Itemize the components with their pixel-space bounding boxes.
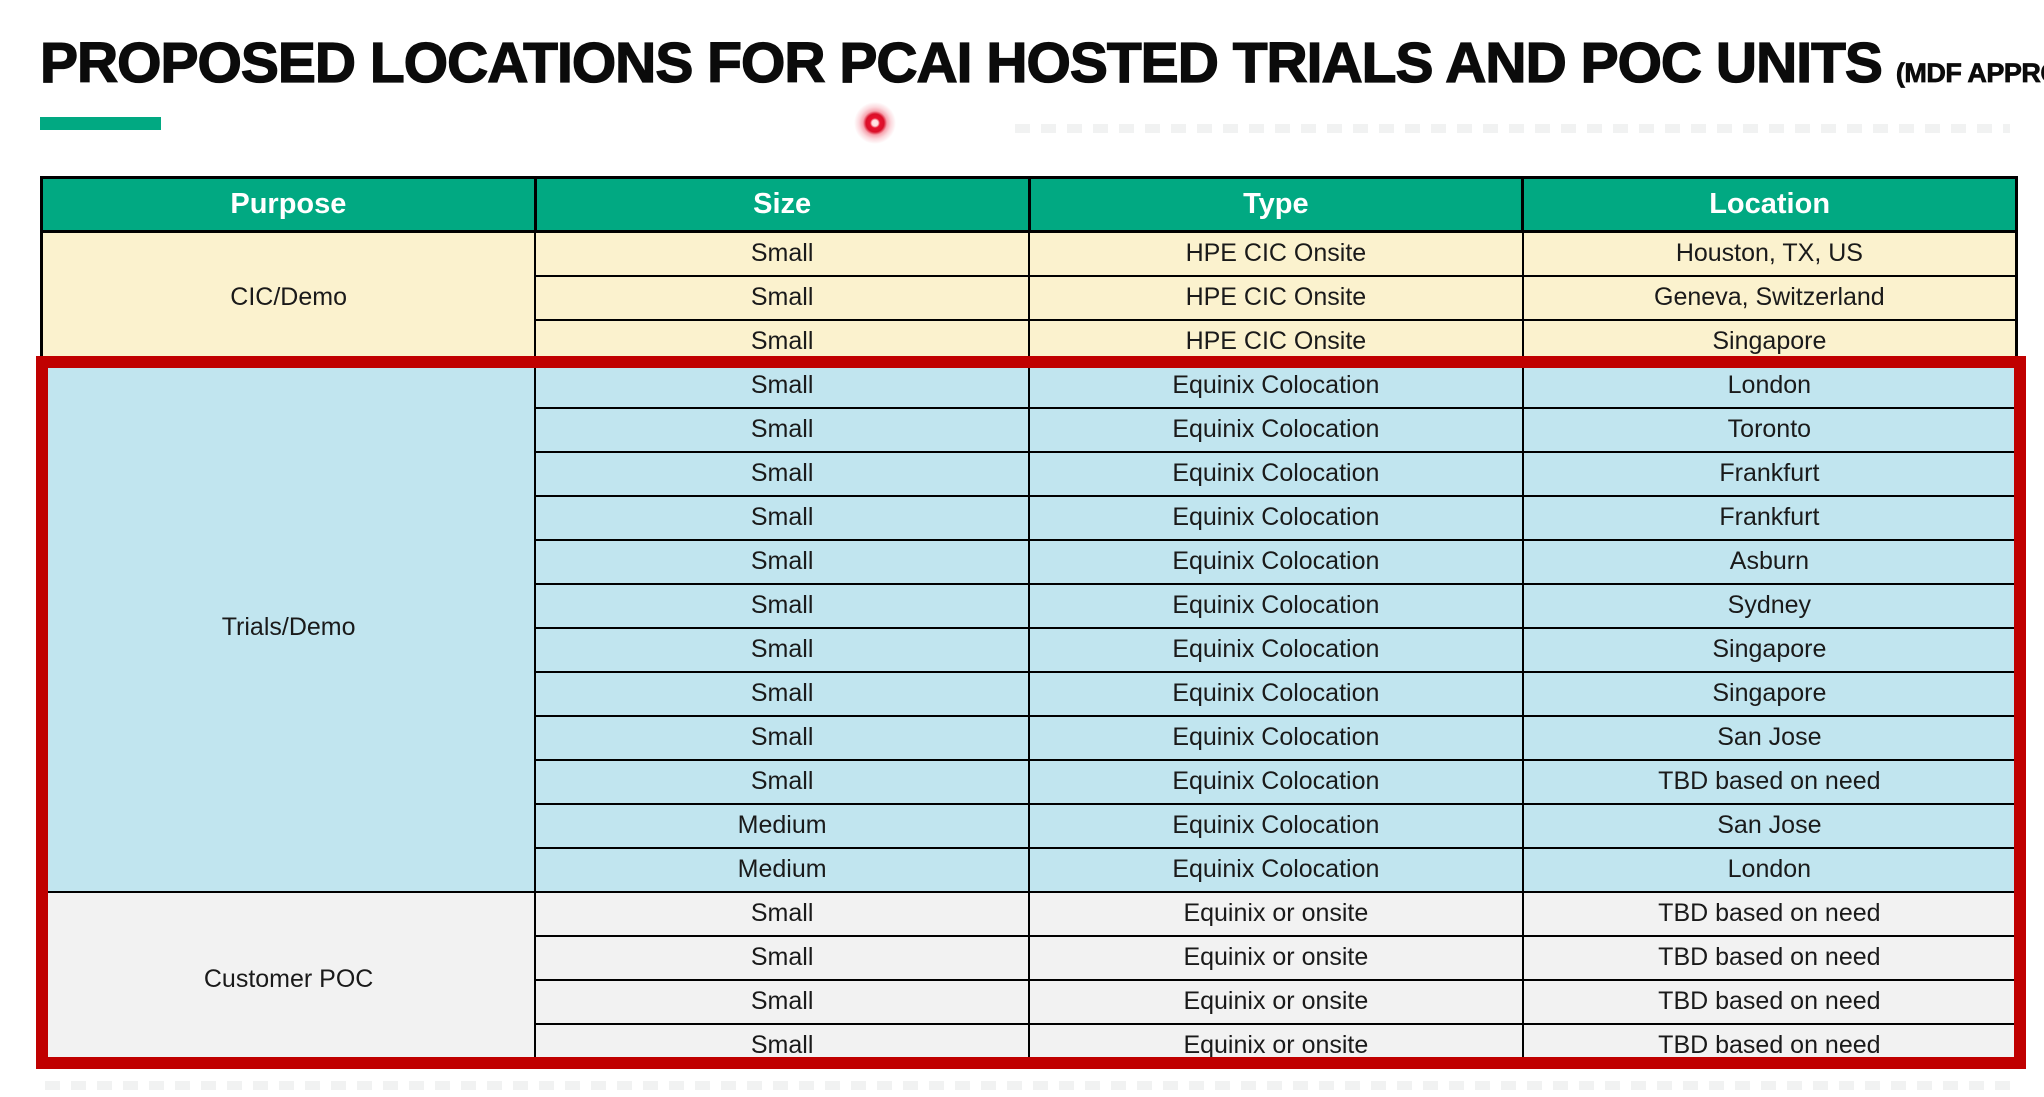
location-cell: Singapore (1521, 318, 2018, 365)
type-cell: Equinix Colocation (1028, 362, 1524, 409)
table-row: Small Equinix or onsite TBD based on need (42, 978, 2018, 1025)
type-cell: Equinix Colocation (1028, 406, 1524, 453)
page-title: PROPOSED LOCATIONS FOR PCAI HOSTED TRIAL… (39, 31, 1883, 95)
location-cell: TBD based on need (1521, 978, 2018, 1025)
location-cell: Houston, TX, US (1521, 230, 2018, 277)
location-cell: TBD based on need (1521, 758, 2018, 805)
type-cell: Equinix Colocation (1028, 758, 1524, 805)
size-cell: Medium (534, 802, 1030, 849)
size-cell: Small (534, 494, 1030, 541)
table-row: CIC/Demo Small HPE CIC Onsite Houston, TX, … (40, 230, 2018, 365)
table-row: Small Equinix Colocation Asburn (42, 538, 2018, 585)
column-header-type: Type (1027, 176, 1525, 233)
purpose-cell-customer-poc: Customer POC (40, 890, 537, 1069)
table-row: Medium Equinix Colocation San Jose (42, 802, 2018, 849)
location-cell: London (1521, 846, 2018, 893)
size-cell: Small (534, 230, 1030, 277)
table-row: Trials/Demo Small Equinix Colocation London (40, 362, 2018, 893)
column-header-size: Size (533, 176, 1031, 233)
column-header-purpose: Purpose (40, 176, 537, 233)
title-accent-bar (40, 117, 161, 130)
size-cell: Small (534, 318, 1030, 365)
table-row: Small Equinix or onsite TBD based on need (42, 934, 2018, 981)
table-row: Small Equinix Colocation Singapore (42, 626, 2018, 673)
size-cell: Small (534, 978, 1030, 1025)
column-header-location: Location (1521, 176, 2018, 233)
table-row: Small Equinix Colocation Singapore (42, 670, 2018, 717)
purpose-cell-trials-demo: Trials/Demo (40, 362, 537, 893)
type-cell: Equinix Colocation (1028, 494, 1524, 541)
size-cell: Small (534, 450, 1030, 497)
location-cell: Singapore (1521, 626, 2018, 673)
size-cell: Small (534, 362, 1030, 409)
type-cell: Equinix Colocation (1028, 714, 1524, 761)
location-cell: San Jose (1521, 802, 2018, 849)
slide-title: PROPOSED LOCATIONS FOR PCAI HOSTED TRIAL… (39, 31, 2044, 95)
size-cell: Small (534, 406, 1030, 453)
size-cell: Small (534, 582, 1030, 629)
table-row: Customer POC Small Equinix or onsite TBD ba… (40, 890, 2018, 1069)
size-cell: Small (534, 934, 1030, 981)
size-cell: Small (534, 626, 1030, 673)
page-title-suffix: (MDF APPROVED) (1895, 58, 2044, 89)
table-row: Small Equinix Colocation San Jose (42, 714, 2018, 761)
size-cell: Small (534, 1022, 1030, 1069)
type-cell: Equinix Colocation (1028, 626, 1524, 673)
location-cell: TBD based on need (1521, 890, 2018, 937)
type-cell: Equinix or onsite (1028, 934, 1524, 981)
type-cell: Equinix Colocation (1028, 802, 1524, 849)
size-cell: Small (534, 890, 1030, 937)
location-cell: San Jose (1521, 714, 2018, 761)
type-cell: Equinix Colocation (1028, 670, 1524, 717)
size-cell: Small (534, 714, 1030, 761)
table-row: Small Equinix Colocation Frankfurt (42, 494, 2018, 541)
table-header: Purpose Size Type Location (40, 176, 2018, 233)
location-cell: Toronto (1521, 406, 2018, 453)
type-cell: HPE CIC Onsite (1028, 230, 1524, 277)
ghost-text-artifact-bottom (45, 1081, 2013, 1090)
table-row: Small Equinix Colocation Toronto (42, 406, 2018, 453)
type-cell: Equinix Colocation (1028, 450, 1524, 497)
type-cell: Equinix or onsite (1028, 1022, 1524, 1069)
location-cell: TBD based on need (1521, 1022, 2018, 1069)
purpose-cell-cic-demo: CIC/Demo (40, 230, 537, 365)
table-row: Small HPE CIC Onsite Geneva, Switzerland (42, 274, 2018, 321)
location-cell: Sydney (1521, 582, 2018, 629)
location-cell: Geneva, Switzerland (1521, 274, 2018, 321)
size-cell: Small (534, 670, 1030, 717)
location-cell: Asburn (1521, 538, 2018, 585)
header-row: Purpose Size Type Location (40, 176, 2018, 233)
type-cell: HPE CIC Onsite (1028, 274, 1524, 321)
table-row: Medium Equinix Colocation London (42, 846, 2018, 893)
type-cell: Equinix Colocation (1028, 538, 1524, 585)
type-cell: Equinix or onsite (1028, 978, 1524, 1025)
size-cell: Small (534, 274, 1030, 321)
ghost-text-artifact-top (1015, 124, 2010, 133)
location-cell: London (1521, 362, 2018, 409)
type-cell: Equinix or onsite (1028, 890, 1524, 937)
type-cell: Equinix Colocation (1028, 846, 1524, 893)
type-cell: HPE CIC Onsite (1028, 318, 1524, 365)
location-cell: TBD based on need (1521, 934, 2018, 981)
table-row: Small Equinix Colocation Frankfurt (42, 450, 2018, 497)
table-body: CIC/Demo Small HPE CIC Onsite Houston, TX, … (40, 230, 2018, 1069)
location-cell: Frankfurt (1521, 450, 2018, 497)
size-cell: Small (534, 538, 1030, 585)
size-cell: Medium (534, 846, 1030, 893)
locations-table: Purpose Size Type Location CIC/Demo Small HPE… (40, 176, 2018, 1069)
location-cell: Frankfurt (1521, 494, 2018, 541)
table-row: Small Equinix Colocation Sydney (42, 582, 2018, 629)
location-cell: Singapore (1521, 670, 2018, 717)
laser-pointer-dot-icon (853, 101, 897, 145)
table-row: Small Equinix Colocation TBD based on need (42, 758, 2018, 805)
type-cell: Equinix Colocation (1028, 582, 1524, 629)
size-cell: Small (534, 758, 1030, 805)
